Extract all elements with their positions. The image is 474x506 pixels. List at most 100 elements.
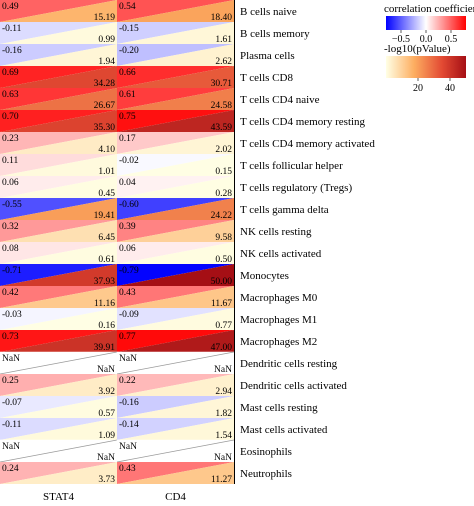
correlation-tick-label: 0.0 bbox=[420, 34, 433, 45]
heatmap-cell: 0.69 34.28 bbox=[0, 66, 117, 89]
heatmap-cell: 0.77 47.00 bbox=[117, 330, 234, 353]
row-label: T cells CD4 naive bbox=[240, 94, 320, 106]
pvalue-triangle bbox=[0, 22, 117, 44]
heatmap-cell: 0.42 11.16 bbox=[0, 286, 117, 309]
pvalue-legend-title: -log10(pValue) bbox=[384, 43, 451, 55]
correlation-value-label: 0.06 bbox=[119, 244, 136, 254]
pvalue-value-label: 34.28 bbox=[94, 79, 116, 89]
pvalue-triangle bbox=[0, 66, 117, 88]
row-label: Macrophages M2 bbox=[240, 336, 317, 348]
correlation-value-label: 0.22 bbox=[119, 376, 136, 386]
row-label: T cells CD4 memory resting bbox=[240, 116, 366, 128]
row-label: NK cells activated bbox=[240, 248, 322, 260]
pvalue-value-label: 2.94 bbox=[215, 387, 232, 397]
pvalue-triangle bbox=[117, 264, 234, 286]
row-label: Monocytes bbox=[240, 270, 289, 282]
heatmap-cells: 0.4915.190.5418.40-0.110.99-0.151.61-0.1… bbox=[0, 0, 235, 485]
heatmap-cell: 0.61 24.58 bbox=[117, 88, 234, 111]
correlation-value-label: 0.42 bbox=[2, 288, 19, 298]
row-label: Mast cells resting bbox=[240, 402, 318, 414]
correlation-value-label: 0.04 bbox=[119, 178, 136, 188]
heatmap-cell: NaN NaN bbox=[116, 351, 235, 375]
pvalue-value-label: 0.45 bbox=[98, 189, 115, 199]
row-label: T cells CD4 memory activated bbox=[240, 138, 375, 150]
correlation-value-label: 0.70 bbox=[2, 112, 19, 122]
correlation-value-label: 0.17 bbox=[119, 134, 136, 144]
row-label: Dendritic cells resting bbox=[240, 358, 338, 370]
heatmap-cell: 0.66 30.71 bbox=[117, 66, 234, 89]
pvalue-triangle bbox=[0, 220, 117, 242]
pvalue-triangle bbox=[117, 242, 234, 264]
correlation-value-label: 0.06 bbox=[2, 178, 19, 188]
correlation-value-label: 0.73 bbox=[2, 332, 19, 342]
row-label: B cells naive bbox=[240, 6, 297, 18]
pvalue-triangle bbox=[0, 154, 117, 176]
pvalue-value-label: 0.61 bbox=[98, 255, 115, 265]
pvalue-triangle bbox=[117, 44, 234, 66]
pvalue-value-label: 30.71 bbox=[211, 79, 233, 89]
column-labels: STAT4 CD4 bbox=[43, 491, 186, 503]
pvalue-value-label: 0.16 bbox=[98, 321, 115, 331]
nan-diagonal bbox=[116, 351, 235, 375]
pvalue-value-label: 1.94 bbox=[98, 57, 115, 67]
row-label: T cells regulatory (Tregs) bbox=[240, 182, 352, 194]
pvalue-triangle bbox=[117, 88, 234, 110]
pvalue-value-label: 1.61 bbox=[215, 35, 232, 45]
correlation-value-label: -0.09 bbox=[119, 310, 139, 320]
pvalue-value-label: 0.57 bbox=[98, 409, 115, 419]
pvalue-triangle bbox=[117, 308, 234, 330]
heatmap-cell: NaN NaN bbox=[0, 351, 118, 375]
pvalue-tick-label: 20 bbox=[413, 83, 423, 94]
correlation-value-label: 0.75 bbox=[119, 112, 136, 122]
pvalue-triangle bbox=[0, 176, 117, 198]
heatmap-cell: -0.02 0.15 bbox=[117, 154, 234, 177]
correlation-value-label: 0.32 bbox=[2, 222, 19, 232]
correlation-value-label: NaN bbox=[119, 442, 137, 452]
nan-diagonal bbox=[116, 439, 235, 463]
pvalue-triangle bbox=[117, 22, 234, 44]
correlation-value-label: -0.20 bbox=[119, 46, 139, 56]
correlation-colorbar bbox=[386, 16, 466, 30]
correlation-value-label: 0.24 bbox=[2, 464, 19, 474]
column-label: CD4 bbox=[165, 491, 186, 503]
pvalue-triangle bbox=[0, 330, 117, 352]
correlation-value-label: 0.23 bbox=[2, 134, 19, 144]
pvalue-value-label: 2.02 bbox=[215, 145, 232, 155]
pvalue-triangle bbox=[0, 286, 117, 308]
pvalue-value-label: 15.19 bbox=[94, 13, 116, 23]
pvalue-triangle bbox=[0, 0, 117, 22]
pvalue-triangle bbox=[117, 374, 234, 396]
pvalue-value-label: 9.58 bbox=[215, 233, 232, 243]
pvalue-triangle bbox=[117, 176, 234, 198]
heatmap-cell: 0.43 11.27 bbox=[117, 462, 234, 485]
row-label: Dendritic cells activated bbox=[240, 380, 347, 392]
heatmap-cell: -0.11 1.09 bbox=[0, 418, 117, 441]
pvalue-legend: -log10(pValue) 20 40 bbox=[384, 43, 466, 94]
pvalue-value-label: NaN bbox=[97, 365, 115, 375]
pvalue-triangle bbox=[117, 0, 234, 22]
pvalue-triangle bbox=[0, 242, 117, 264]
pvalue-value-label: NaN bbox=[97, 453, 115, 463]
pvalue-value-label: 6.45 bbox=[98, 233, 115, 243]
pvalue-value-label: 37.93 bbox=[94, 277, 116, 287]
heatmap-cell: 0.06 0.45 bbox=[0, 176, 117, 199]
pvalue-value-label: 50.00 bbox=[211, 277, 233, 287]
row-label: T cells gamma delta bbox=[240, 204, 329, 216]
pvalue-triangle bbox=[117, 154, 234, 176]
pvalue-value-label: 4.10 bbox=[98, 145, 115, 155]
correlation-value-label: -0.16 bbox=[119, 398, 139, 408]
heatmap-cell: 0.39 9.58 bbox=[117, 220, 234, 243]
correlation-legend: correlation coefficient −0.5 0.0 0.5 bbox=[384, 3, 474, 45]
heatmap-cell: 0.17 2.02 bbox=[117, 132, 234, 155]
row-label: Mast cells activated bbox=[240, 424, 328, 436]
heatmap-cell: 0.24 3.73 bbox=[0, 462, 117, 485]
heatmap-cell: -0.20 2.62 bbox=[117, 44, 234, 67]
correlation-value-label: 0.25 bbox=[2, 376, 19, 386]
pvalue-value-label: 3.92 bbox=[98, 387, 115, 397]
pvalue-triangle bbox=[117, 418, 234, 440]
row-label: Macrophages M0 bbox=[240, 292, 318, 304]
correlation-legend-title: correlation coefficient bbox=[384, 3, 474, 15]
correlation-value-label: -0.11 bbox=[2, 420, 22, 430]
heatmap-cell: 0.54 18.40 bbox=[117, 0, 234, 23]
